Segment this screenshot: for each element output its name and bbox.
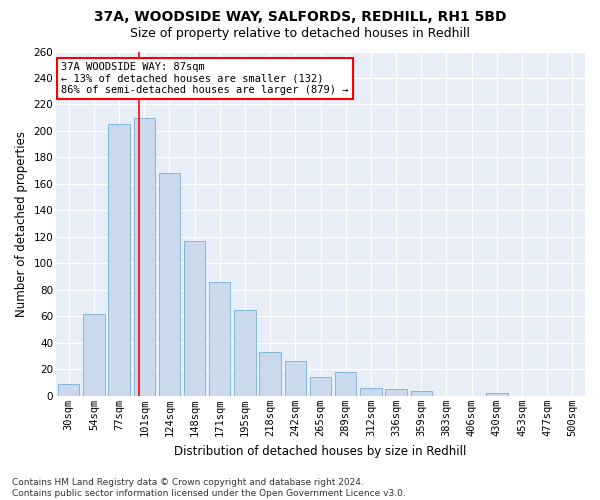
Bar: [486, 393, 508, 396]
Bar: [234, 310, 256, 396]
Bar: [385, 390, 407, 396]
X-axis label: Distribution of detached houses by size in Redhill: Distribution of detached houses by size …: [175, 444, 467, 458]
Text: Size of property relative to detached houses in Redhill: Size of property relative to detached ho…: [130, 28, 470, 40]
Bar: [209, 282, 230, 396]
Text: Contains HM Land Registry data © Crown copyright and database right 2024.
Contai: Contains HM Land Registry data © Crown c…: [12, 478, 406, 498]
Bar: [83, 314, 104, 396]
Bar: [284, 362, 306, 396]
Bar: [109, 124, 130, 396]
Text: 37A WOODSIDE WAY: 87sqm
← 13% of detached houses are smaller (132)
86% of semi-d: 37A WOODSIDE WAY: 87sqm ← 13% of detache…: [61, 62, 349, 95]
Bar: [134, 118, 155, 396]
Bar: [310, 378, 331, 396]
Bar: [159, 174, 180, 396]
Bar: [259, 352, 281, 396]
Bar: [58, 384, 79, 396]
Bar: [410, 390, 432, 396]
Bar: [335, 372, 356, 396]
Bar: [360, 388, 382, 396]
Text: 37A, WOODSIDE WAY, SALFORDS, REDHILL, RH1 5BD: 37A, WOODSIDE WAY, SALFORDS, REDHILL, RH…: [94, 10, 506, 24]
Y-axis label: Number of detached properties: Number of detached properties: [15, 130, 28, 316]
Bar: [184, 241, 205, 396]
